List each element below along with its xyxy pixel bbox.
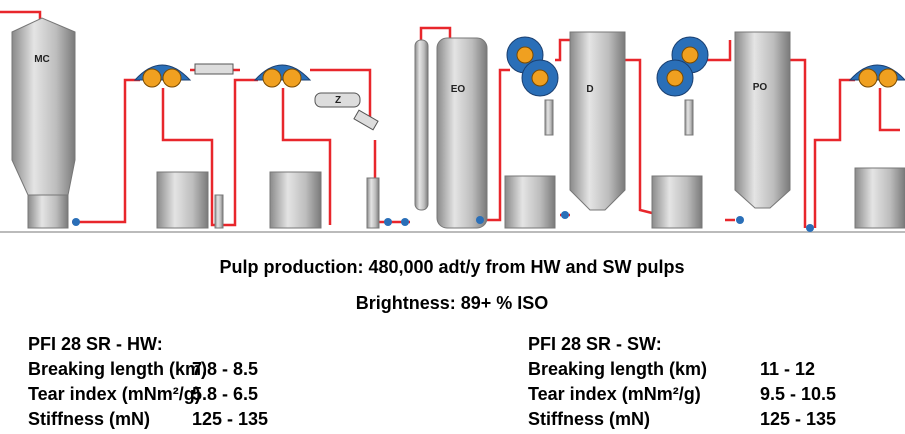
property-name: Tear index (mNm²/g)	[28, 384, 201, 404]
washer	[133, 36, 905, 97]
tank-label: MC	[34, 54, 50, 65]
property-name: Breaking length (km)	[28, 359, 207, 379]
property-value: 5.8 - 6.5	[192, 384, 258, 404]
property-heading: PFI 28 SR - SW:	[528, 334, 662, 354]
tower-label: EO	[451, 84, 466, 95]
property-name: Stiffness (mN)	[528, 409, 650, 429]
tower-label: D	[586, 84, 593, 95]
stage-label: Z	[335, 95, 341, 106]
property-heading: PFI 28 SR - HW:	[28, 334, 163, 354]
property-name: Breaking length (km)	[528, 359, 707, 379]
property-value: 9.5 - 10.5	[760, 384, 836, 404]
production-text: Pulp production: 480,000 adt/y from HW a…	[219, 257, 684, 277]
tower-label: PO	[753, 82, 768, 93]
brightness-text: Brightness: 89+ % ISO	[356, 293, 549, 313]
property-value: 125 - 135	[760, 409, 836, 429]
properties: PFI 28 SR - HW:Breaking length (km)7.8 -…	[28, 334, 836, 429]
property-name: Stiffness (mN)	[28, 409, 150, 429]
property-value: 125 - 135	[192, 409, 268, 429]
property-value: 11 - 12	[760, 359, 815, 379]
property-value: 7.8 - 8.5	[192, 359, 258, 379]
property-name: Tear index (mNm²/g)	[528, 384, 701, 404]
process-diagram: MC Z EO D PO	[0, 10, 905, 233]
